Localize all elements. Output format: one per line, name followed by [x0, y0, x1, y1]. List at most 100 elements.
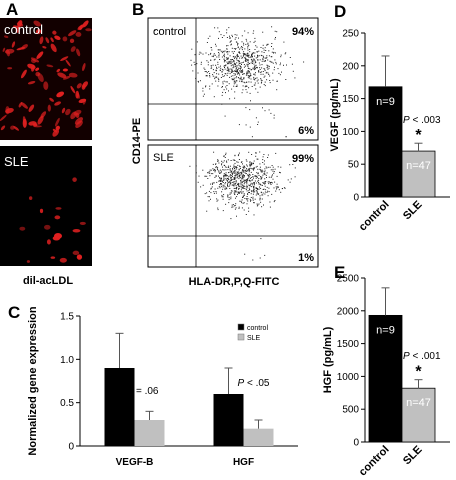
cell [54, 117, 60, 127]
cell [27, 80, 36, 85]
flow-dot [233, 81, 235, 83]
flow-dot [227, 184, 228, 186]
flow-dot [262, 59, 264, 61]
flow-dot [290, 178, 292, 180]
flow-dot [260, 192, 262, 194]
cell [0, 125, 6, 131]
flow-dot [227, 182, 229, 184]
flow-dot [215, 175, 217, 177]
flow-dot [263, 84, 265, 85]
flow-dot [223, 179, 225, 180]
flow-dot [236, 55, 238, 56]
flow-dot [243, 180, 245, 182]
flow-dot [228, 179, 230, 181]
flow-dot [222, 186, 224, 188]
cell [45, 37, 50, 44]
flow-dot [268, 74, 270, 75]
flow-dot [269, 166, 271, 168]
flow-dot [237, 192, 239, 194]
flow-dot [243, 78, 245, 80]
flow-dot [252, 198, 254, 200]
flow-dot [246, 59, 248, 61]
flow-dot [225, 172, 227, 174]
flow-dot [264, 191, 266, 193]
flow-dot [249, 180, 251, 182]
flow-dot [274, 52, 276, 54]
flow-dot [204, 71, 206, 72]
flow-dot [233, 73, 235, 75]
flow-control-lower-pct: 6% [298, 125, 314, 137]
flow-dot [237, 44, 238, 46]
flow-dot [246, 85, 248, 87]
flow-dot [231, 173, 233, 175]
flow-dot [266, 167, 268, 169]
flow-dot [247, 73, 249, 74]
flow-dot [240, 66, 242, 68]
flow-dot [218, 186, 220, 188]
flow-dot [265, 166, 267, 168]
flow-dot [246, 198, 248, 200]
flow-dot [262, 159, 264, 161]
flow-dot [259, 71, 261, 73]
flow-dot [267, 43, 269, 45]
flow-dot [259, 198, 261, 200]
flow-dot [256, 176, 258, 178]
flow-dot [223, 174, 225, 176]
p-value: P < .05 [238, 378, 270, 389]
flow-dot [248, 87, 250, 89]
flow-dot [221, 37, 223, 38]
flow-dot [264, 172, 266, 174]
cell [62, 75, 71, 80]
flow-dot [236, 65, 238, 67]
flow-dot [264, 168, 266, 170]
flow-dot [294, 167, 296, 169]
flow-dot [263, 52, 265, 53]
flow-dot [228, 181, 230, 183]
flow-dot [230, 63, 232, 65]
flow-dot [228, 71, 230, 73]
flow-dot [244, 53, 246, 54]
cell [7, 67, 13, 70]
flow-dot [262, 182, 264, 184]
flow-dot [230, 179, 232, 181]
flow-dot [225, 60, 226, 62]
flow-dot [240, 68, 241, 70]
significance-star: * [415, 364, 422, 381]
flow-dot [271, 43, 273, 44]
flow-dot [217, 27, 219, 29]
flow-dot [236, 57, 238, 59]
flow-dot [283, 187, 285, 189]
flow-dot [209, 76, 211, 78]
flow-dot [235, 48, 236, 50]
flow-dot [261, 55, 263, 57]
flow-dot [231, 71, 233, 73]
flow-dot [218, 56, 220, 58]
flow-dot [253, 182, 255, 184]
flow-dot [251, 60, 253, 62]
flow-dot [254, 61, 256, 63]
flow-dot [257, 193, 259, 195]
flow-dot [233, 181, 235, 183]
flow-dot [233, 80, 235, 82]
flow-dot [225, 154, 227, 156]
flow-dot [230, 65, 232, 67]
y-tick-label: 200 [342, 61, 359, 72]
flow-dot [238, 192, 240, 194]
flow-dot [227, 194, 229, 196]
flow-dot [252, 184, 254, 186]
flow-dot [212, 168, 214, 170]
flow-dot [256, 80, 258, 82]
cell [31, 64, 35, 72]
flow-dot [198, 53, 200, 55]
flow-dot [275, 37, 276, 38]
flow-dot [231, 78, 233, 80]
panel-letter-e: E [334, 263, 345, 282]
flow-dot [237, 43, 239, 44]
y-tick-label: 0 [68, 442, 74, 453]
flow-dot [204, 175, 206, 177]
flow-dot [259, 168, 261, 170]
flow-dot [251, 191, 253, 193]
flow-dot [235, 182, 237, 184]
flow-dot [230, 170, 232, 172]
flow-dot [261, 60, 263, 62]
